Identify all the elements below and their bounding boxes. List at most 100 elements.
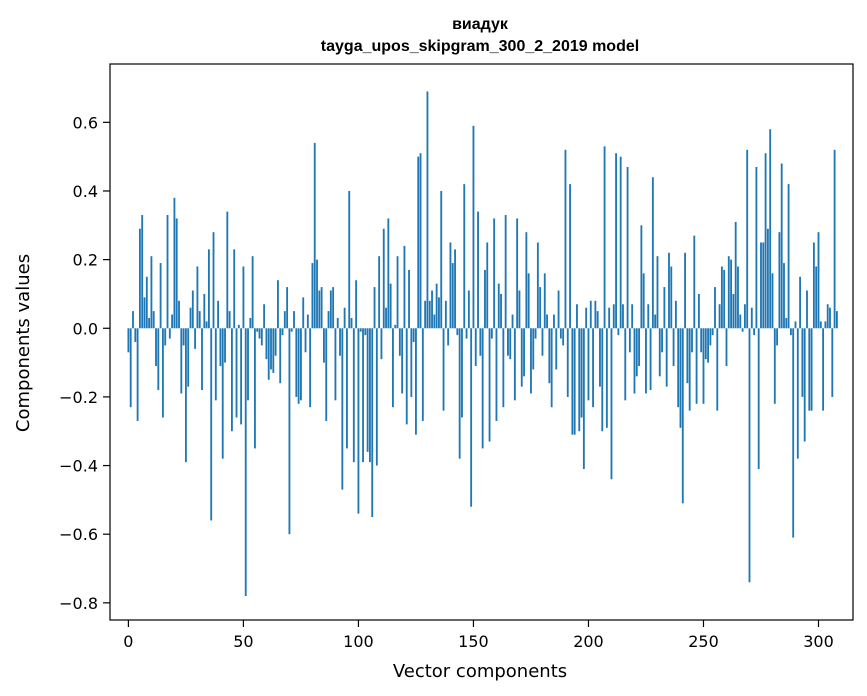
- bar-20: [173, 197, 176, 329]
- bar-244: [688, 328, 691, 411]
- bar-16: [164, 328, 167, 346]
- bar-141: [451, 263, 454, 329]
- bar-97: [350, 317, 353, 329]
- bar-178: [536, 242, 539, 329]
- bar-120: [403, 245, 406, 329]
- bar-291: [796, 328, 799, 459]
- y-tick-label: 0.4: [73, 182, 98, 201]
- bar-183: [548, 328, 551, 384]
- bar-188: [559, 328, 562, 339]
- chart-title-line1: виадук: [452, 16, 509, 33]
- bar-236: [670, 266, 673, 329]
- bar-200: [587, 328, 590, 401]
- bar-231: [658, 328, 661, 377]
- bar-301: [819, 321, 822, 329]
- bar-74: [297, 328, 300, 404]
- bar-27: [189, 307, 192, 329]
- bar-289: [792, 328, 795, 538]
- bar-210: [610, 328, 613, 480]
- bar-3: [134, 328, 137, 342]
- bar-308: [835, 311, 838, 329]
- bar-112: [385, 307, 387, 329]
- bar-214: [619, 156, 622, 329]
- bar-273: [755, 166, 758, 329]
- y-axis-label: Components values: [13, 254, 34, 432]
- bar-118: [398, 328, 401, 356]
- bar-166: [509, 328, 512, 360]
- y-tick-label: 0.6: [73, 113, 98, 132]
- bar-185: [553, 314, 555, 329]
- bar-78: [306, 314, 309, 329]
- bar-165: [507, 328, 509, 356]
- bar-60: [265, 328, 268, 360]
- bar-36: [210, 328, 213, 521]
- bar-71: [290, 328, 293, 332]
- bar-181: [543, 273, 546, 329]
- bar-35: [207, 249, 210, 329]
- bar-62: [270, 328, 272, 370]
- x-tick-label: 300: [803, 632, 834, 651]
- bar-199: [585, 307, 588, 329]
- bar-285: [783, 263, 785, 329]
- bar-76: [302, 297, 305, 329]
- bar-303: [824, 321, 827, 329]
- bar-54: [251, 256, 254, 329]
- bar-192: [569, 184, 571, 329]
- bar-2: [132, 311, 134, 329]
- bar-43: [226, 211, 229, 329]
- bar-186: [555, 328, 558, 370]
- bar-267: [741, 328, 744, 332]
- bar-149: [470, 328, 473, 507]
- bar-135: [438, 297, 440, 329]
- bar-117: [396, 256, 399, 329]
- bar-138: [444, 300, 447, 329]
- bar-160: [495, 328, 498, 421]
- bar-286: [785, 317, 788, 329]
- bar-51: [244, 328, 247, 596]
- bar-110: [380, 328, 383, 360]
- x-tick-label: 100: [343, 632, 374, 651]
- bar-75: [300, 328, 302, 401]
- bar-201: [589, 300, 592, 329]
- bar-299: [815, 266, 818, 329]
- bar-57: [258, 328, 261, 339]
- bar-50: [242, 266, 245, 329]
- bar-79: [309, 328, 312, 408]
- bar-90: [334, 328, 337, 401]
- bar-38: [214, 328, 217, 401]
- bar-208: [605, 328, 608, 428]
- bar-134: [435, 283, 438, 329]
- bar-213: [617, 328, 620, 336]
- bar-88: [329, 290, 332, 329]
- x-tick-label: 200: [573, 632, 604, 651]
- bar-95: [346, 328, 348, 449]
- bar-274: [757, 328, 760, 469]
- bar-265: [737, 266, 739, 329]
- bar-248: [697, 293, 700, 329]
- bar-239: [677, 328, 680, 408]
- bar-253: [709, 328, 712, 346]
- bar-156: [486, 242, 489, 329]
- y-tick-label: −0.8: [59, 594, 98, 613]
- y-tick-label: −0.2: [59, 388, 98, 407]
- bar-223: [640, 225, 643, 329]
- bar-92: [339, 328, 341, 356]
- bar-238: [674, 300, 677, 329]
- bar-271: [750, 307, 753, 329]
- bar-86: [325, 328, 328, 421]
- bar-58: [260, 328, 263, 346]
- bar-296: [808, 328, 811, 411]
- bar-174: [527, 273, 530, 329]
- bar-115: [392, 328, 394, 408]
- chart-title-line2: tayga_upos_skipgram_300_2_2019 model: [321, 38, 639, 55]
- bar-53: [249, 317, 252, 329]
- bar-280: [771, 273, 774, 329]
- bar-215: [622, 304, 624, 329]
- bar-225: [645, 328, 647, 394]
- bar-48: [237, 324, 240, 329]
- bar-189: [562, 328, 565, 346]
- bar-28: [191, 290, 194, 329]
- bar-259: [723, 269, 726, 329]
- bar-221: [635, 328, 638, 377]
- bar-298: [812, 242, 815, 329]
